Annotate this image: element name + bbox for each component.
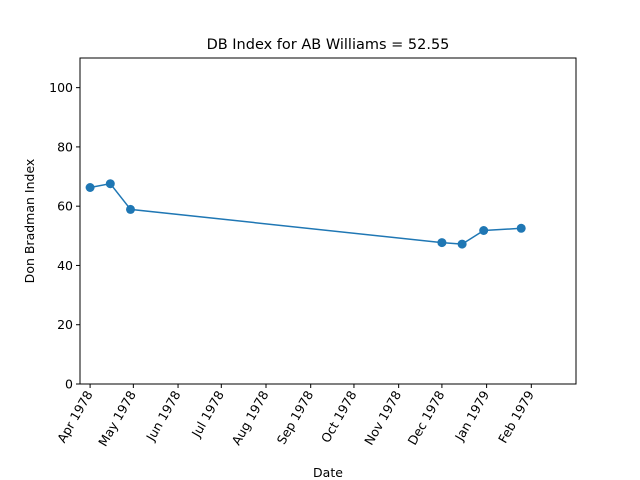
data-point [85,183,95,192]
y-tick-label: 20 [57,317,73,332]
plot-area-frame [79,57,577,385]
data-point [437,238,447,248]
x-axis-label: Date [313,465,343,480]
y-tick-label: 100 [49,80,73,95]
data-point [457,239,467,249]
y-axis-ticks: 0 20 40 60 80 100 [49,80,80,392]
series-layer [85,179,526,249]
y-tick-label: 40 [57,258,73,273]
chart-title: DB Index for AB Williams = 52.55 [207,37,450,53]
y-tick-label: 80 [57,139,73,154]
y-axis-label: Don Bradman Index [22,159,37,284]
y-tick-label: 0 [65,377,73,392]
data-point [105,179,115,189]
data-point [516,223,526,233]
data-point [479,226,489,235]
data-point [126,204,135,214]
y-tick-label: 60 [57,199,73,214]
